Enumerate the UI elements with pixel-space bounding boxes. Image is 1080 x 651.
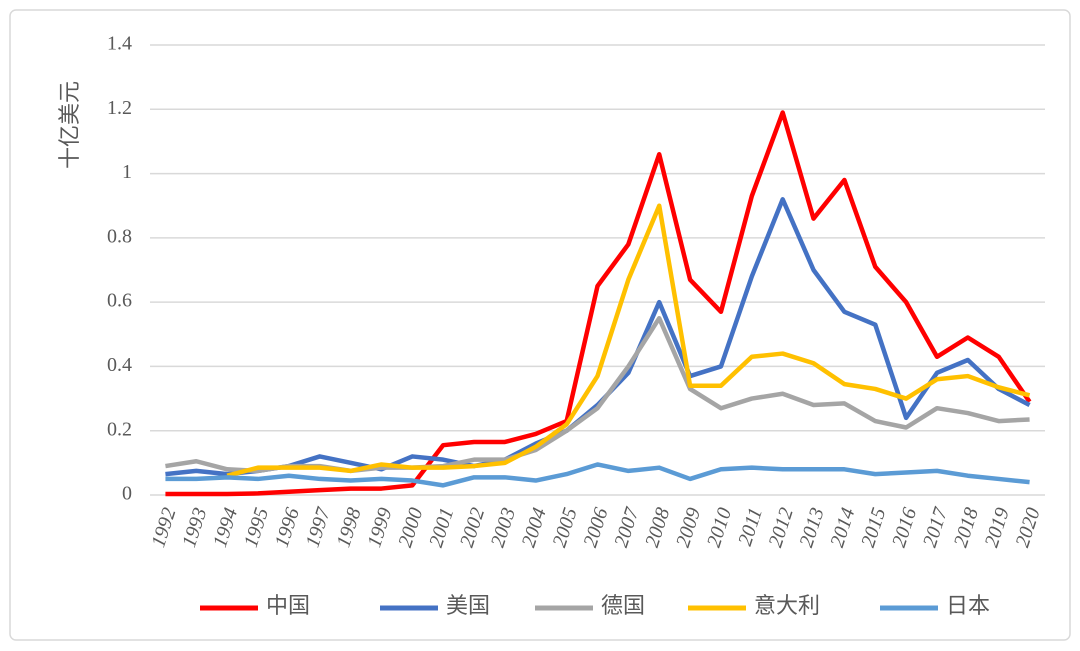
legend-label: 意大利: [754, 593, 820, 618]
y-tick-label: 0.2: [107, 418, 132, 440]
y-tick-label: 1.2: [107, 97, 132, 119]
chart-frame: [9, 9, 1071, 641]
series-line: [226, 203, 1031, 478]
y-tick-label: 0.6: [107, 290, 132, 312]
y-tick-label: 1: [122, 161, 132, 183]
legend-label: 美国: [446, 593, 490, 618]
legend-label: 日本: [946, 593, 990, 618]
y-axis-label: 十亿美元: [57, 81, 82, 169]
y-tick-label: 0.4: [107, 354, 132, 376]
y-tick-label: 0.8: [107, 225, 132, 247]
series-line: [165, 110, 1032, 497]
y-tick-label: 0: [122, 483, 132, 505]
legend-label: 德国: [601, 593, 645, 618]
series-line: [165, 462, 1030, 488]
y-tick-label: 1.4: [107, 33, 132, 55]
legend-label: 中国: [266, 593, 310, 618]
